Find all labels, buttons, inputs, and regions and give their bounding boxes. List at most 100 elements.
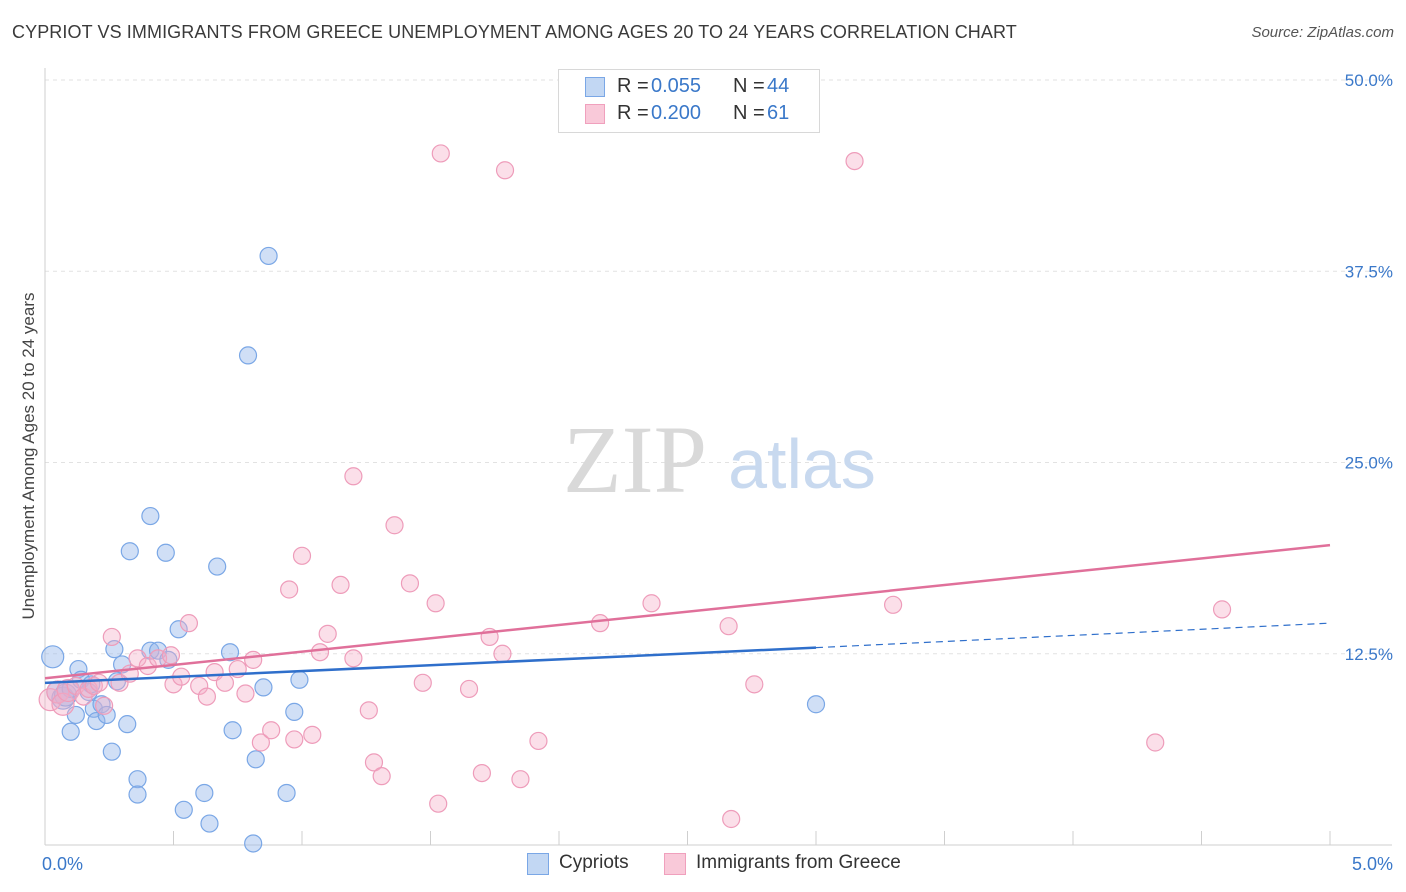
greece-point <box>472 763 491 783</box>
greece-point <box>285 730 304 749</box>
cypriots-point <box>223 721 242 740</box>
n-label: N = <box>733 102 765 124</box>
greece-point <box>400 574 420 593</box>
source-label: Source: ZipAtlas.com <box>1251 24 1394 41</box>
cypriots-point <box>277 783 296 803</box>
greece-point <box>310 643 330 662</box>
greece-point <box>236 684 255 703</box>
cypriots-swatch <box>585 77 605 97</box>
greece-swatch <box>585 104 605 124</box>
greece-point <box>318 624 337 643</box>
greece-point <box>642 594 661 613</box>
cypriots-point <box>806 695 826 714</box>
cypriots-point <box>87 711 106 731</box>
cypriots-point <box>220 643 240 662</box>
greece-point <box>251 733 270 752</box>
greece-point <box>161 646 181 665</box>
greece-point <box>529 731 548 751</box>
greece-point <box>280 580 299 599</box>
greece-point <box>102 627 121 647</box>
greece-legend-swatch <box>664 853 686 875</box>
greece-point <box>262 721 281 740</box>
chart-title: CYPRIOT VS IMMIGRANTS FROM GREECE UNEMPL… <box>12 22 1017 42</box>
cypriots-point <box>246 750 265 769</box>
cypriots-point <box>259 246 278 266</box>
cypriots-point <box>141 506 160 526</box>
cypriots-trend-line-dashed <box>815 622 1331 649</box>
y-tick-label: 37.5% <box>1345 262 1393 281</box>
greece-point <box>1146 733 1165 752</box>
cypriots-legend-label: Cypriots <box>559 852 629 873</box>
greece-point <box>364 753 384 772</box>
greece-point <box>303 725 322 744</box>
cypriots-point <box>120 542 139 561</box>
cypriots-point <box>195 783 214 803</box>
greece-point <box>385 516 404 535</box>
watermark-atlas: atlas <box>728 425 876 503</box>
y-axis-label: Unemployment Among Ages 20 to 24 years <box>19 292 38 620</box>
n-label: N = <box>733 75 765 97</box>
r-value-greece: 0.200 <box>651 102 702 124</box>
cypriots-point <box>102 742 121 761</box>
greece-point <box>459 679 479 699</box>
cypriots-point <box>169 620 188 639</box>
greece-point <box>344 649 363 668</box>
greece-point <box>1212 600 1232 619</box>
greece-point <box>89 673 109 692</box>
cypriots-point <box>128 770 147 789</box>
greece-point <box>215 673 234 692</box>
x-tick-label: 0.0% <box>42 854 83 874</box>
tick-labels: 12.5% 25.0% 37.5% 50.0% 0.0% 5.0% <box>42 71 1393 874</box>
greece-point <box>128 649 147 668</box>
cypriots-point <box>254 678 273 697</box>
greece-point <box>719 617 738 636</box>
y-tick-label: 50.0% <box>1345 71 1393 90</box>
r-label: R = <box>617 102 649 124</box>
watermark-zip: ZIP <box>563 406 707 513</box>
greece-point <box>51 692 75 716</box>
greece-point <box>493 644 512 663</box>
x-tick-label: 5.0% <box>1352 854 1393 874</box>
greece-point <box>883 595 903 614</box>
cypriots-point <box>174 800 193 819</box>
cypriots-point <box>238 346 258 365</box>
y-tick-label: 12.5% <box>1345 645 1393 664</box>
r-label: R = <box>617 75 649 97</box>
greece-point <box>495 161 515 180</box>
y-tick-label: 25.0% <box>1345 454 1393 473</box>
greece-point <box>845 151 864 171</box>
cypriots-point <box>200 814 219 833</box>
watermark: ZIP atlas <box>563 406 876 513</box>
greece-point <box>197 687 217 706</box>
greece-point <box>511 770 530 789</box>
greece-point <box>359 701 378 720</box>
greece-point <box>331 575 350 595</box>
greece-point <box>431 144 450 163</box>
cypriots-point <box>208 557 227 576</box>
cypriots-point <box>118 715 137 734</box>
greece-point <box>344 467 363 486</box>
cypriots-point <box>128 785 147 804</box>
greece-point <box>292 546 312 565</box>
cypriots-point <box>285 702 304 721</box>
correlation-legend: R = 0.055 N = 44 R = 0.200 N = 61 <box>558 69 820 133</box>
data-points <box>38 144 1232 853</box>
r-value-cypriots: 0.055 <box>651 75 702 97</box>
greece-point <box>413 673 432 692</box>
greece-point <box>244 650 263 669</box>
cypriots-point <box>244 834 263 853</box>
trend-lines <box>44 543 1331 685</box>
greece-trend-line <box>44 543 1331 680</box>
cypriots-point <box>290 670 309 689</box>
n-value-greece: 61 <box>767 102 790 124</box>
greece-point <box>591 614 610 633</box>
greece-point <box>372 767 391 786</box>
greece-point <box>745 675 764 694</box>
greece-point <box>179 614 199 633</box>
greece-point <box>426 594 445 613</box>
cypriots-trend-line <box>44 646 817 685</box>
greece-point <box>95 696 114 715</box>
cypriots-legend-swatch <box>527 853 549 875</box>
axes <box>44 68 1392 846</box>
